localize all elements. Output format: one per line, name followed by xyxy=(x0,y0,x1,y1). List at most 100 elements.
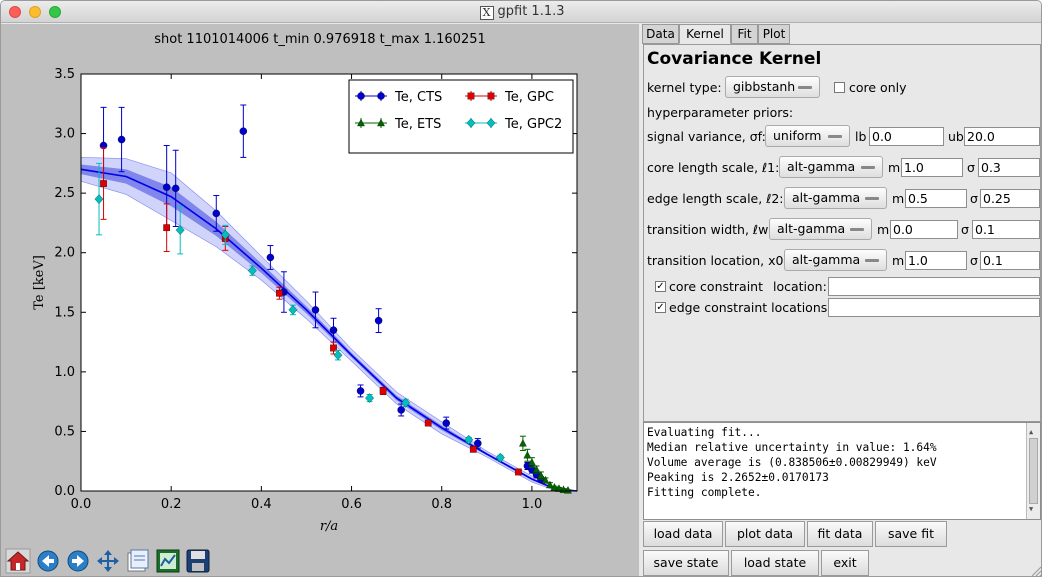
back-arrow-icon[interactable] xyxy=(35,548,61,574)
x-tick-label: 0.0 xyxy=(71,497,92,512)
edge-location-input[interactable] xyxy=(828,298,1040,317)
load-data-button[interactable]: load data xyxy=(643,521,723,547)
data-point xyxy=(266,253,275,262)
x11-logo-icon: X xyxy=(479,6,494,20)
legend-marker xyxy=(377,118,385,127)
save-fit-button[interactable]: save fit xyxy=(875,521,947,547)
signal-variance-lb-input[interactable]: 0.0 xyxy=(869,127,944,146)
log-line: Peaking is 2.2652±0.0170173 xyxy=(647,471,829,484)
core-location-input[interactable] xyxy=(828,277,1040,296)
legend-box xyxy=(348,79,574,154)
scroll-up-icon[interactable]: ▲ xyxy=(1029,428,1034,436)
kernel-panel: Covariance Kernel kernel type: gibbstanh… xyxy=(643,44,1041,422)
tab-fit[interactable]: Fit xyxy=(731,24,758,44)
y-tick-label: 2.5 xyxy=(54,186,75,201)
te-profile-chart[interactable]: 0.0 0.2 0.4 0.6 0.8 1.0 0.0 0.5 1.0 1.5 2.0 2.5 3.0 3… xyxy=(1,24,639,546)
data-point xyxy=(117,135,126,144)
edge-length-scale-m-input[interactable]: 0.5 xyxy=(905,189,967,208)
x-tick-label: 0.4 xyxy=(251,497,272,512)
resize-grip-icon[interactable] xyxy=(1030,565,1042,577)
core-length-scale-sigma-input[interactable]: 0.3 xyxy=(978,158,1040,177)
load-state-button[interactable]: load state xyxy=(731,550,819,576)
plot-data-button[interactable]: plot data xyxy=(725,521,805,547)
transition-location-sigma-input[interactable]: 0.1 xyxy=(980,251,1040,270)
tab-plot[interactable]: Plot xyxy=(758,24,790,44)
kernel-panel-title: Covariance Kernel xyxy=(647,49,822,69)
transition-width-m-label: m xyxy=(877,222,890,237)
zoom-icon[interactable] xyxy=(155,548,181,574)
log-scrollbar[interactable]: ▲ ▼ xyxy=(1026,423,1040,519)
transition-location-m-label: m xyxy=(892,253,905,268)
save-state-button[interactable]: save state xyxy=(643,550,729,576)
transition-location-sigma-label: σ xyxy=(970,253,978,268)
dropdown-handle-icon xyxy=(828,135,842,138)
kernel-type-dropdown[interactable]: gibbstanh xyxy=(725,76,820,98)
x-axis-label: r/a xyxy=(320,519,338,534)
transition-location-m-input[interactable]: 1.0 xyxy=(905,251,967,270)
x-tick-label: 0.2 xyxy=(161,497,182,512)
transition-width-sigma-input[interactable]: 0.1 xyxy=(972,220,1040,239)
data-point xyxy=(365,393,374,403)
signal-variance-lb-label: lb xyxy=(855,129,867,144)
zoom-window-icon[interactable] xyxy=(49,6,61,18)
exit-button[interactable]: exit xyxy=(821,550,869,576)
transition-width-prior-dropdown[interactable]: alt-gamma xyxy=(769,218,872,240)
output-log[interactable]: Evaluating fit... Median relative uncert… xyxy=(643,422,1041,520)
legend-marker xyxy=(487,92,495,100)
fit-data-button[interactable]: fit data xyxy=(807,521,873,547)
core-constraint-checkbox[interactable]: ✓ xyxy=(655,281,666,292)
tab-kernel[interactable]: Kernel xyxy=(679,24,731,44)
core-only-label: core only xyxy=(849,80,907,95)
legend-label: Te, ETS xyxy=(394,117,441,132)
data-point xyxy=(442,419,450,427)
signal-variance-ub-label: ub xyxy=(948,129,964,144)
plot-toolbar xyxy=(1,546,639,576)
transition-width-sigma-label: σ xyxy=(961,222,969,237)
data-point xyxy=(374,316,383,325)
transition-width-m-input[interactable]: 0.0 xyxy=(890,220,958,239)
data-point xyxy=(171,184,180,193)
forward-arrow-icon[interactable] xyxy=(65,548,91,574)
data-point xyxy=(564,486,572,494)
scroll-down-icon[interactable]: ▼ xyxy=(1029,505,1034,513)
pan-icon[interactable] xyxy=(95,548,121,574)
data-point xyxy=(495,452,505,463)
control-pane: Data Kernel Fit Plot Covariance Kernel k… xyxy=(641,24,1042,577)
core-length-scale-label: core length scale, ℓ1: xyxy=(647,160,780,175)
transition-location-prior-dropdown[interactable]: alt-gamma xyxy=(784,249,887,271)
core-length-scale-m-input[interactable]: 1.0 xyxy=(901,158,963,177)
edge-constraint-checkbox[interactable]: ✓ xyxy=(655,302,666,313)
legend-label: Te, CTS xyxy=(394,90,442,105)
edge-length-scale-sigma-input[interactable]: 0.25 xyxy=(980,189,1040,208)
data-point xyxy=(532,465,541,473)
data-point xyxy=(288,305,298,315)
save-icon[interactable] xyxy=(185,548,211,574)
log-line: Volume average is (0.838506±0.00829949) … xyxy=(647,456,937,469)
y-tick-label: 0.0 xyxy=(54,484,75,499)
legend-label: Te, GPC xyxy=(504,90,554,105)
configure-icon[interactable] xyxy=(125,548,151,574)
legend-marker xyxy=(466,118,476,128)
kernel-type-label: kernel type: xyxy=(647,80,722,95)
legend-label: Te, GPC2 xyxy=(504,117,562,132)
minimize-window-icon[interactable] xyxy=(29,6,41,18)
data-point xyxy=(528,458,536,466)
x-tick-label: 1.0 xyxy=(522,497,543,512)
log-scroll-thumb[interactable] xyxy=(1029,438,1038,504)
core-length-scale-prior-dropdown[interactable]: alt-gamma xyxy=(779,156,883,178)
transition-location-prior-value: alt-gamma xyxy=(792,252,861,267)
plot-frame xyxy=(80,73,578,492)
signal-variance-ub-input[interactable]: 20.0 xyxy=(964,127,1040,146)
edge-length-scale-prior-dropdown[interactable]: alt-gamma xyxy=(784,187,887,209)
y-axis-label: Te [keV] xyxy=(32,255,47,310)
data-point xyxy=(519,439,527,447)
close-window-icon[interactable] xyxy=(9,6,21,18)
home-icon[interactable] xyxy=(5,548,31,574)
legend-marker xyxy=(377,92,385,100)
core-only-checkbox[interactable] xyxy=(834,82,845,93)
signal-variance-prior-dropdown[interactable]: uniform xyxy=(765,125,850,147)
tab-data[interactable]: Data xyxy=(642,24,679,44)
